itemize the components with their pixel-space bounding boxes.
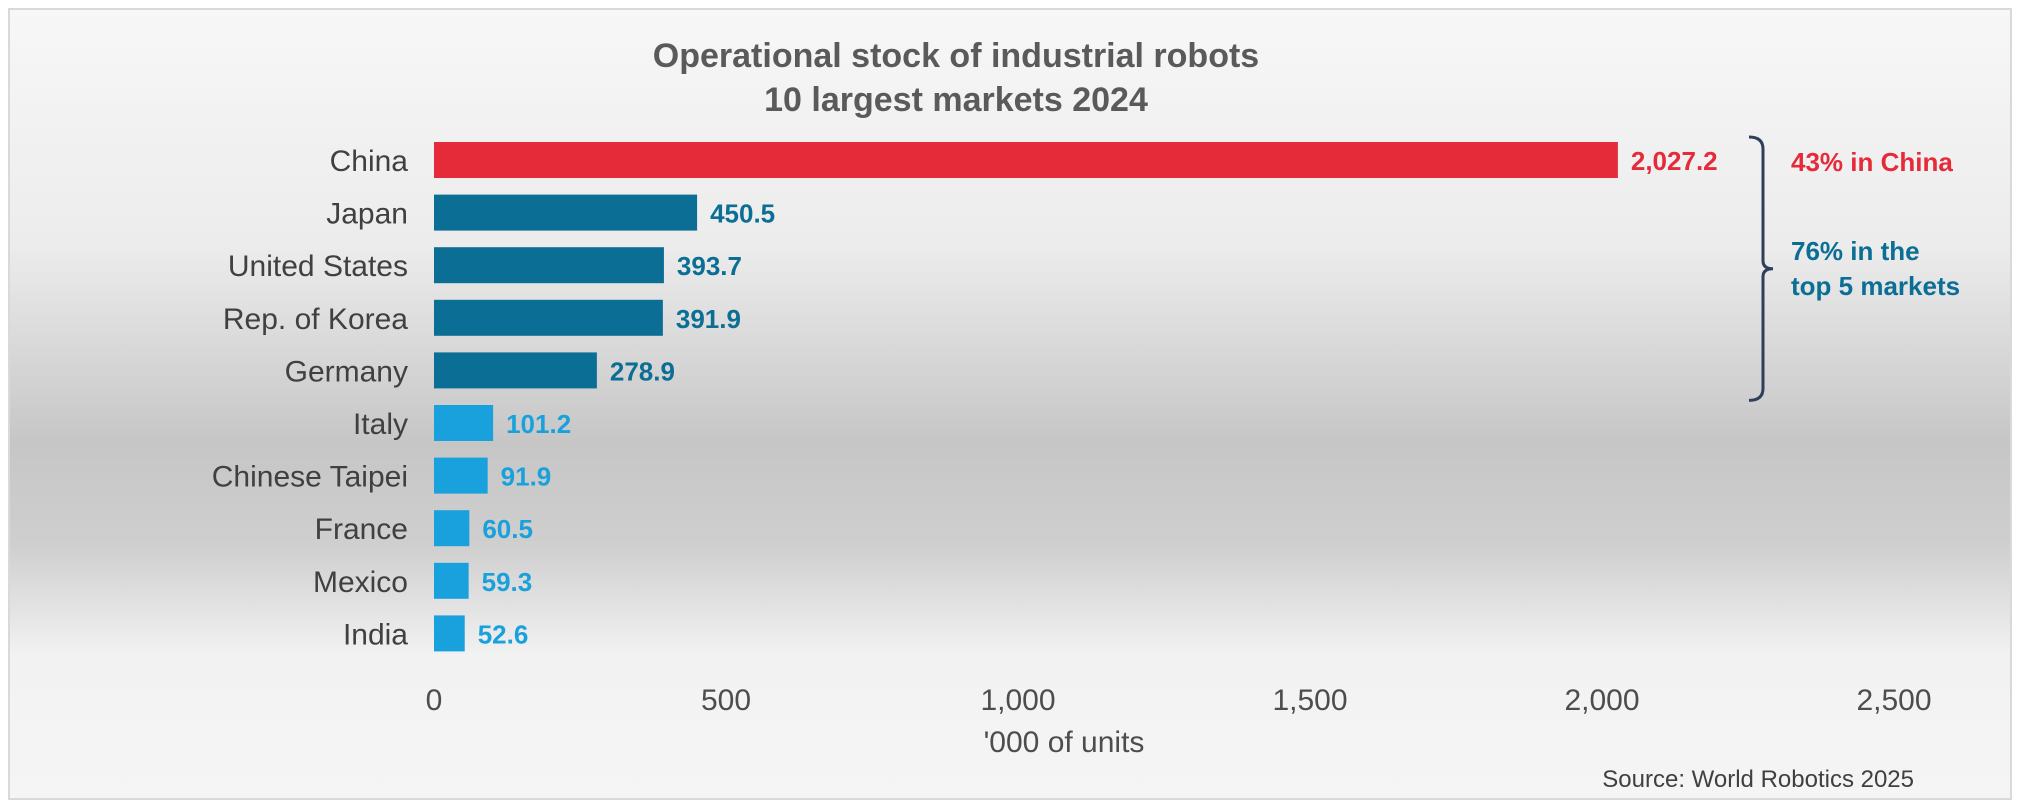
category-label-9: India [343,618,408,651]
x-tick-label-1: 500 [701,684,751,717]
bars [434,142,1618,652]
bar-3 [434,299,663,336]
value-label-9: 52.6 [478,619,529,649]
bar-2 [434,247,664,284]
chart-frame: Operational stock of industrial robots 1… [8,8,2012,800]
category-label-2: United States [228,250,408,283]
value-label-4: 278.9 [610,356,675,386]
value-label-8: 59.3 [482,567,533,597]
value-label-1: 450.5 [710,199,775,229]
x-tick-label-3: 1,500 [1272,684,1347,717]
source-note: Source: World Robotics 2025 [1602,766,1914,793]
category-label-0: China [330,145,409,178]
x-tick-label-4: 2,000 [1564,684,1639,717]
bar-5 [434,405,494,441]
chart-title-line-1: Operational stock of industrial robots [653,37,1259,75]
bar-0 [434,142,1618,178]
bar-8 [434,562,469,599]
value-label-2: 393.7 [677,251,742,281]
x-tick-label-2: 1,000 [980,684,1055,717]
value-label-6: 91.9 [501,462,552,492]
category-label-5: Italy [353,408,408,441]
x-tick-label-5: 2,500 [1856,684,1931,717]
annotation-top5-share-line-2: top 5 markets [1791,271,1960,301]
bar-9 [434,615,465,652]
category-label-1: Japan [326,198,408,231]
value-label-5: 101.2 [506,409,571,439]
x-axis-ticks: 0 500 1,000 1,500 2,000 2,500 [426,684,1932,717]
category-label-4: Germany [285,355,408,388]
chart-title-line-2: 10 largest markets 2024 [764,81,1148,119]
category-labels: China Japan United States Rep. of Korea Germ… [212,145,409,651]
bar-4 [434,352,597,389]
bar-1 [434,194,698,231]
x-tick-label-0: 0 [426,684,443,717]
bar-chart: Operational stock of industrial robots 1… [212,37,1960,793]
category-label-3: Rep. of Korea [223,303,408,336]
top5-bracket [1748,135,1774,402]
value-label-7: 60.5 [482,514,533,544]
bar-6 [434,457,488,494]
category-label-6: Chinese Taipei [212,461,408,494]
category-label-8: Mexico [313,566,408,599]
annotation-top5-share-line-1: 76% in the [1791,236,1920,266]
bar-7 [434,510,470,547]
x-axis-label: '000 of units [984,726,1145,759]
value-label-3: 391.9 [676,304,741,334]
value-label-0: 2,027.2 [1631,146,1718,176]
category-label-7: France [315,513,408,546]
annotation-china-share: 43% in China [1791,147,1953,177]
